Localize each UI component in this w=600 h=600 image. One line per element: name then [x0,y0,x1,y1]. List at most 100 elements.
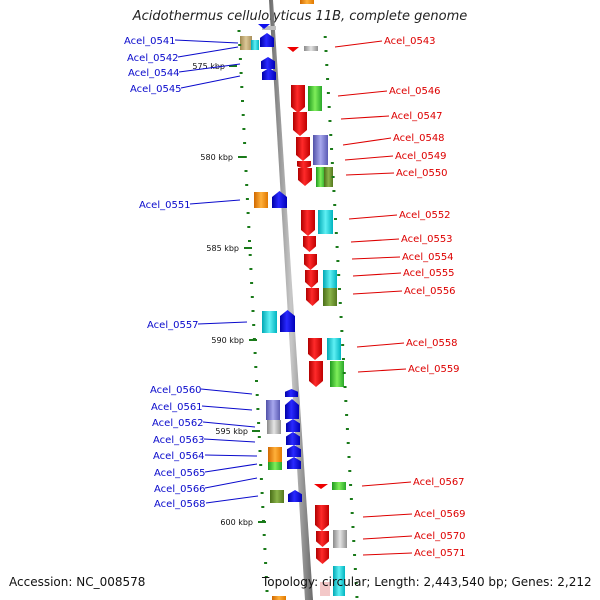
gene-label-acel-0556[interactable]: Acel_0556 [352,286,456,297]
minor-tick-mark [339,316,343,318]
gene-label-acel-0571[interactable]: Acel_0571 [362,548,466,559]
minor-tick-mark [353,568,357,570]
forward-gene-arrow [291,85,305,113]
gene-cog-box [332,482,346,490]
minor-tick-mark [331,176,335,178]
gene-label-acel-0545[interactable]: Acel_0545 [130,75,241,95]
svg-text:Acel_0555[interactable]: Acel_0555 [403,268,455,279]
gene-label-acel-0552[interactable]: Acel_0552 [348,210,451,221]
svg-text:Acel_0567[interactable]: Acel_0567 [413,477,465,488]
gene-label-acel-0566[interactable]: Acel_0566 [154,477,258,495]
gene-cog-box [266,400,280,420]
gene-cog-box [251,40,259,50]
gene-label-acel-0565[interactable]: Acel_0565 [154,463,258,479]
svg-text:Acel_0571[interactable]: Acel_0571 [414,548,466,559]
svg-text:Acel_0564[interactable]: Acel_0564 [153,451,205,462]
minor-tick-mark [338,302,342,304]
gene-label-acel-0542[interactable]: Acel_0542 [127,46,239,64]
minor-tick-mark [351,526,355,528]
svg-text:Acel_0545[interactable]: Acel_0545 [130,84,182,95]
svg-text:Acel_0556[interactable]: Acel_0556 [404,286,456,297]
right-gene-labels: Acel_0543 Acel_0546 Acel_0547 Acel_0548 … [334,36,466,559]
gene-cog-box [254,192,268,208]
minor-tick-mark [260,492,264,494]
forward-gene-arrow [315,505,329,531]
forward-gene-arrow [316,548,329,564]
genome-backbone [269,0,313,600]
gene-cog-box [323,288,337,306]
svg-text:Acel_0553[interactable]: Acel_0553 [401,234,453,245]
forward-gene-arrow [287,47,299,52]
minor-tick-mark [241,100,244,102]
svg-text:Acel_0546[interactable]: Acel_0546 [389,86,441,97]
minor-tick-mark [244,170,248,172]
gene-cog-box [330,361,344,387]
gene-label-acel-0550[interactable]: Acel_0550 [345,168,448,179]
scale-tick-label: 590 kbp [211,336,244,345]
svg-text:Acel_0563[interactable]: Acel_0563 [153,435,205,446]
gene-label-acel-0555[interactable]: Acel_0555 [352,268,455,279]
gene-label-acel-0560[interactable]: Acel_0560 [150,385,253,396]
gene-label-acel-0564[interactable]: Acel_0564 [153,451,258,462]
minor-tick-mark [342,372,346,374]
gene-cog-box [308,86,322,111]
svg-text:Acel_0548[interactable]: Acel_0548 [393,133,445,144]
svg-text:Acel_0552[interactable]: Acel_0552 [399,210,451,221]
svg-text:Acel_0550[interactable]: Acel_0550 [396,168,448,179]
gene-label-acel-0559[interactable]: Acel_0559 [357,364,460,375]
gene-label-acel-0567[interactable]: Acel_0567 [361,477,465,488]
svg-text:Acel_0566[interactable]: Acel_0566 [154,484,206,495]
gene-label-acel-0541[interactable]: Acel_0541 [124,36,239,47]
reverse-gene-arrow [261,57,275,69]
gene-label-acel-0548[interactable]: Acel_0548 [342,133,445,146]
gene-label-acel-0549[interactable]: Acel_0549 [344,151,447,162]
svg-text:Acel_0543[interactable]: Acel_0543 [384,36,436,47]
svg-text:Acel_0549[interactable]: Acel_0549 [395,151,447,162]
svg-text:Acel_0541[interactable]: Acel_0541 [124,36,176,47]
gene-label-acel-0568[interactable]: Acel_0568 [154,495,259,510]
minor-tick-mark [327,106,331,108]
gene-label-acel-0551[interactable]: Acel_0551 [139,199,241,211]
gene-label-acel-0563[interactable]: Acel_0563 [153,435,256,446]
svg-text:Acel_0554[interactable]: Acel_0554 [402,252,454,263]
reverse-gene-arrow [285,389,298,397]
minor-scale-ticks [237,30,359,598]
gene-label-acel-0569[interactable]: Acel_0569 [362,509,466,520]
svg-text:Acel_0568[interactable]: Acel_0568 [154,499,206,510]
svg-text:Acel_0542[interactable]: Acel_0542 [127,53,179,64]
svg-text:Acel_0569[interactable]: Acel_0569 [414,509,466,520]
gene-label-acel-0543[interactable]: Acel_0543 [334,36,436,48]
minor-tick-mark [264,576,268,578]
svg-text:Acel_0565[interactable]: Acel_0565 [154,468,206,479]
gene-label-acel-0558[interactable]: Acel_0558 [356,338,458,349]
svg-text:Acel_0560[interactable]: Acel_0560 [150,385,202,396]
svg-text:Acel_0561[interactable]: Acel_0561 [151,402,203,413]
gene-label-acel-0547[interactable]: Acel_0547 [340,111,443,122]
minor-tick-mark [242,128,246,130]
svg-text:Acel_0570[interactable]: Acel_0570 [414,531,466,542]
minor-tick-mark [337,288,341,290]
svg-text:Acel_0547[interactable]: Acel_0547 [391,111,443,122]
gene-label-acel-0554[interactable]: Acel_0554 [351,252,454,263]
gene-label-acel-0561[interactable]: Acel_0561 [151,402,253,413]
left-gene-labels: Acel_0541 Acel_0542 Acel_0544 Acel_0545 … [124,36,259,510]
svg-text:Acel_0558[interactable]: Acel_0558 [406,338,458,349]
svg-text:Acel_0557[interactable]: Acel_0557 [147,320,199,331]
minor-tick-mark [257,422,261,424]
reverse-gene-arrow [286,419,300,432]
topology-text: Topology: circular; Length: 2,443,540 bp… [262,575,592,589]
gene-label-acel-0570[interactable]: Acel_0570 [362,531,466,542]
gene-label-acel-0557[interactable]: Acel_0557 [147,320,248,331]
svg-text:Acel_0562[interactable]: Acel_0562 [152,418,204,429]
gene-cog-box [240,36,252,50]
gene-label-acel-0553[interactable]: Acel_0553 [350,234,453,245]
gene-label-acel-0562[interactable]: Acel_0562 [152,418,256,429]
minor-tick-mark [245,184,249,186]
gene-label-acel-0544[interactable]: Acel_0544 [128,63,241,79]
forward-gene-arrow [293,112,307,136]
svg-text:Acel_0551[interactable]: Acel_0551 [139,200,191,211]
svg-text:Acel_0559[interactable]: Acel_0559 [408,364,460,375]
gene-label-acel-0546[interactable]: Acel_0546 [337,86,441,97]
svg-text:Acel_0544[interactable]: Acel_0544 [128,68,180,79]
gene-cog-box [300,0,314,4]
